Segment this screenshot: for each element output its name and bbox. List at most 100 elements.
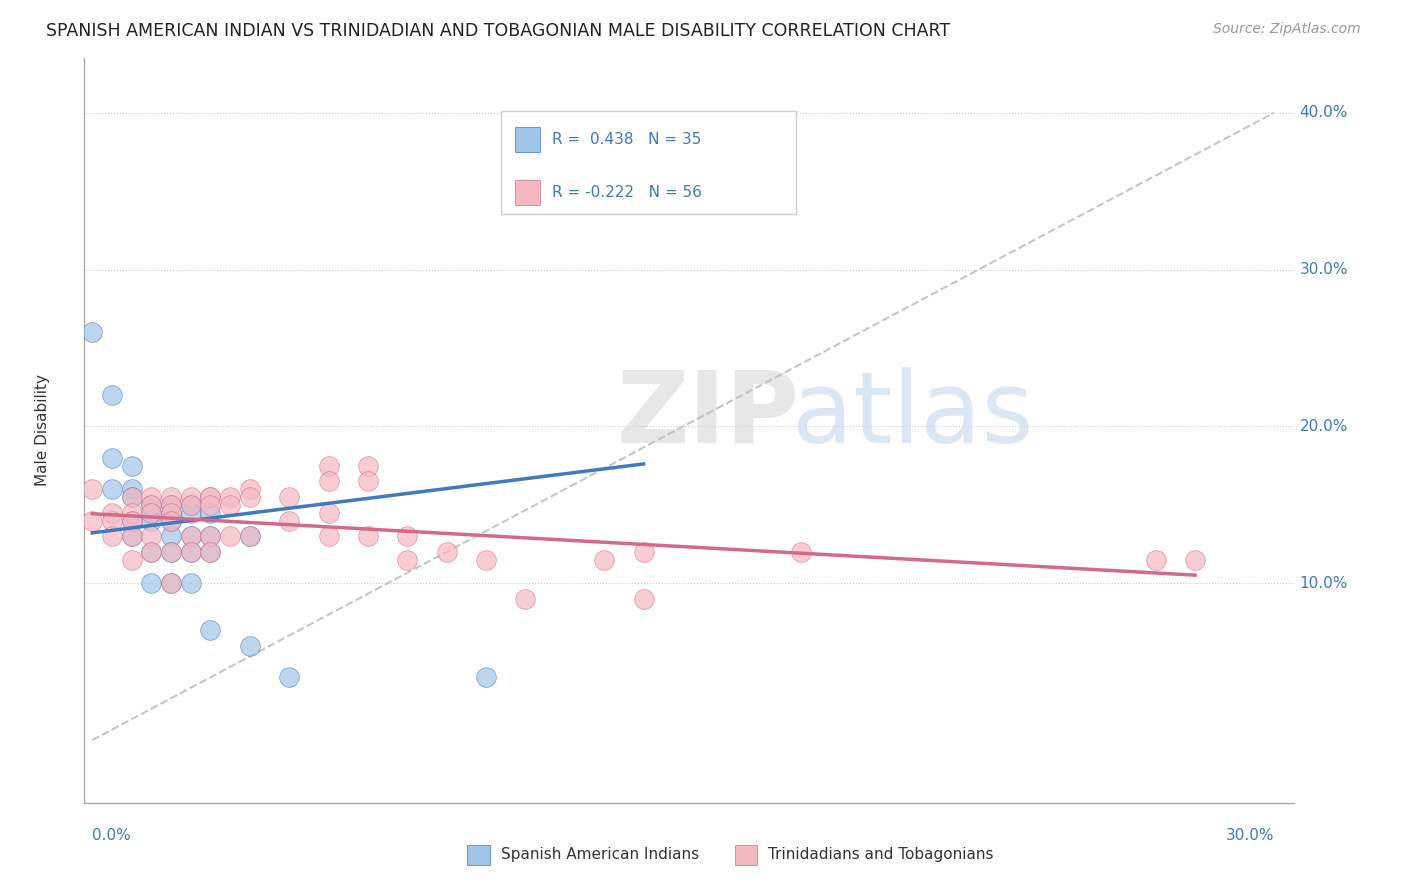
Text: 40.0%: 40.0% bbox=[1299, 105, 1348, 120]
Point bbox=[141, 514, 163, 528]
Point bbox=[141, 545, 163, 559]
Point bbox=[318, 529, 340, 543]
Point bbox=[180, 529, 202, 543]
Point bbox=[82, 514, 104, 528]
Point bbox=[180, 506, 202, 520]
Point bbox=[200, 498, 222, 512]
Point bbox=[239, 482, 262, 496]
Point bbox=[160, 514, 183, 528]
Point bbox=[121, 490, 143, 504]
Point bbox=[357, 475, 380, 489]
Point bbox=[160, 576, 183, 591]
Point bbox=[200, 545, 222, 559]
Point bbox=[436, 545, 458, 559]
Point bbox=[180, 529, 202, 543]
Point bbox=[180, 545, 202, 559]
Point bbox=[121, 506, 143, 520]
Point bbox=[593, 553, 616, 567]
Point bbox=[101, 514, 124, 528]
Text: Spanish American Indians: Spanish American Indians bbox=[501, 847, 699, 863]
Point bbox=[318, 458, 340, 473]
Point bbox=[180, 498, 202, 512]
Point bbox=[475, 670, 498, 684]
Point bbox=[318, 506, 340, 520]
Text: R = -0.222   N = 56: R = -0.222 N = 56 bbox=[551, 185, 702, 200]
Point bbox=[121, 529, 143, 543]
Point bbox=[141, 498, 163, 512]
Point bbox=[357, 458, 380, 473]
Point bbox=[633, 591, 655, 606]
Point bbox=[121, 482, 143, 496]
Point bbox=[219, 498, 242, 512]
Point bbox=[160, 514, 183, 528]
Point bbox=[160, 498, 183, 512]
Point bbox=[141, 506, 163, 520]
Point bbox=[200, 624, 222, 638]
Text: R =  0.438   N = 35: R = 0.438 N = 35 bbox=[551, 132, 702, 147]
Text: Trinidadians and Tobagonians: Trinidadians and Tobagonians bbox=[768, 847, 994, 863]
Point bbox=[180, 490, 202, 504]
Point bbox=[121, 514, 143, 528]
Point bbox=[278, 490, 301, 504]
Point bbox=[1184, 553, 1206, 567]
Point bbox=[160, 506, 183, 520]
Point bbox=[160, 506, 183, 520]
Point bbox=[141, 490, 163, 504]
Point bbox=[278, 514, 301, 528]
Point bbox=[160, 545, 183, 559]
Text: 30.0%: 30.0% bbox=[1225, 828, 1274, 843]
Point bbox=[239, 529, 262, 543]
Point bbox=[239, 529, 262, 543]
Point bbox=[141, 529, 163, 543]
Point bbox=[141, 498, 163, 512]
Point bbox=[180, 498, 202, 512]
Text: ZIP: ZIP bbox=[616, 367, 799, 464]
Point bbox=[121, 529, 143, 543]
Point bbox=[239, 639, 262, 653]
Point bbox=[200, 490, 222, 504]
Point bbox=[200, 529, 222, 543]
Text: atlas: atlas bbox=[792, 367, 1033, 464]
Point bbox=[121, 553, 143, 567]
Point bbox=[515, 591, 537, 606]
Point bbox=[121, 458, 143, 473]
Text: 10.0%: 10.0% bbox=[1299, 575, 1348, 591]
Text: 0.0%: 0.0% bbox=[93, 828, 131, 843]
Point bbox=[82, 482, 104, 496]
Text: SPANISH AMERICAN INDIAN VS TRINIDADIAN AND TOBAGONIAN MALE DISABILITY CORRELATIO: SPANISH AMERICAN INDIAN VS TRINIDADIAN A… bbox=[46, 22, 950, 40]
Text: 30.0%: 30.0% bbox=[1299, 262, 1348, 277]
Point bbox=[101, 482, 124, 496]
Point bbox=[141, 576, 163, 591]
Text: Male Disability: Male Disability bbox=[35, 375, 49, 486]
Point bbox=[200, 490, 222, 504]
Point bbox=[160, 498, 183, 512]
Point bbox=[357, 529, 380, 543]
Point bbox=[101, 506, 124, 520]
Point bbox=[633, 545, 655, 559]
Point bbox=[633, 169, 655, 183]
Point bbox=[396, 553, 419, 567]
Point bbox=[160, 490, 183, 504]
Point bbox=[160, 576, 183, 591]
Point bbox=[141, 545, 163, 559]
Point bbox=[200, 529, 222, 543]
Text: Source: ZipAtlas.com: Source: ZipAtlas.com bbox=[1213, 22, 1361, 37]
Point bbox=[180, 545, 202, 559]
Point bbox=[82, 326, 104, 340]
Point bbox=[160, 545, 183, 559]
Text: 20.0%: 20.0% bbox=[1299, 419, 1348, 434]
Point bbox=[790, 545, 813, 559]
Point bbox=[219, 490, 242, 504]
Point bbox=[200, 545, 222, 559]
Point bbox=[121, 514, 143, 528]
Point bbox=[180, 576, 202, 591]
Point bbox=[101, 450, 124, 465]
Point bbox=[278, 670, 301, 684]
Point bbox=[141, 506, 163, 520]
Point bbox=[396, 529, 419, 543]
Point bbox=[141, 506, 163, 520]
Point bbox=[1144, 553, 1167, 567]
Point bbox=[475, 553, 498, 567]
Point bbox=[200, 506, 222, 520]
Point bbox=[101, 388, 124, 402]
